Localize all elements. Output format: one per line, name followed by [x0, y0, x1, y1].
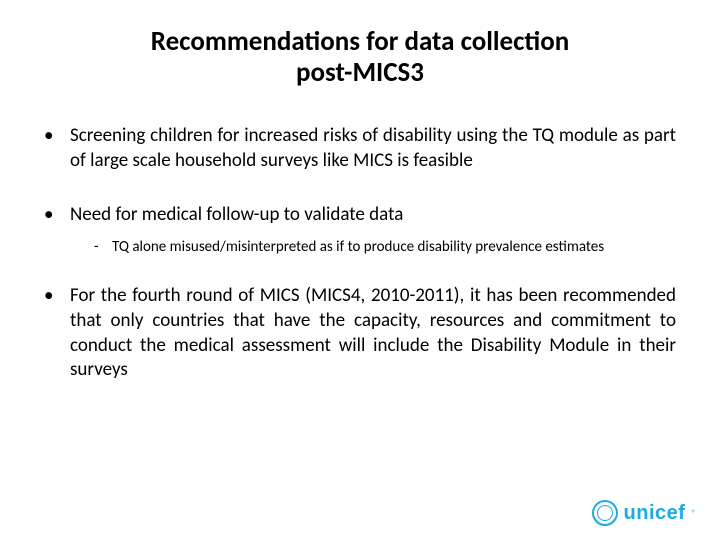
unicef-logo: unicef ® [592, 500, 696, 526]
bullet-marker: • [44, 203, 70, 228]
slide: Recommendations for data collection post… [0, 0, 720, 540]
bullet-text: For the fourth round of MICS (MICS4, 201… [70, 284, 676, 383]
bullet-text: TQ alone misused/misinterpreted as if to… [112, 238, 676, 256]
bullet-marker: - [94, 238, 112, 256]
bullet-item: • Screening children for increased risks… [44, 124, 676, 173]
bullet-item: • Need for medical follow-up to validate… [44, 203, 676, 228]
registered-mark: ® [691, 508, 696, 519]
bullet-text: Need for medical follow-up to validate d… [70, 203, 676, 228]
bullet-marker: • [44, 124, 70, 173]
sub-bullet-item: - TQ alone misused/misinterpreted as if … [94, 238, 676, 256]
title-line-1: Recommendations for data collection [0, 26, 720, 57]
content-area: • Screening children for increased risks… [0, 88, 720, 383]
bullet-text: Screening children for increased risks o… [70, 124, 676, 173]
logo-text: unicef [624, 502, 686, 525]
title-line-2: post-MICS3 [0, 57, 720, 88]
bullet-marker: • [44, 284, 70, 383]
unicef-emblem-icon [592, 500, 618, 526]
slide-title: Recommendations for data collection post… [0, 0, 720, 88]
bullet-item: • For the fourth round of MICS (MICS4, 2… [44, 284, 676, 383]
